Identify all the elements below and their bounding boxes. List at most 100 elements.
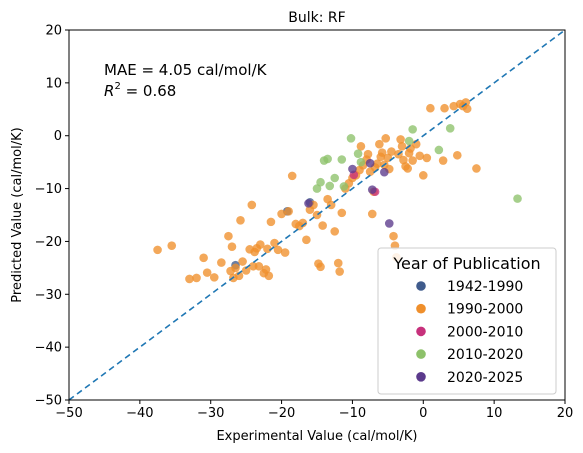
data-point-2020-2025-0 bbox=[304, 199, 313, 208]
data-point-1990-2000-16 bbox=[241, 266, 251, 275]
data-point-2020-2025-5 bbox=[384, 219, 394, 228]
data-point-2010-2020-9 bbox=[353, 149, 363, 158]
x-axis: −50 −40 −30 −20 −10 0 10 20 bbox=[55, 400, 573, 421]
data-point-1990-2000-28 bbox=[266, 217, 276, 227]
x-tick-label: −30 bbox=[197, 406, 224, 421]
data-point-2010-2020-0 bbox=[312, 184, 322, 193]
data-point-1990-2000-6 bbox=[209, 273, 219, 282]
legend-label-1990-2000: 1990-2000 bbox=[447, 302, 523, 318]
legend-label-2000-2010: 2000-2010 bbox=[447, 324, 523, 340]
data-point-1990-2000-9 bbox=[227, 242, 237, 252]
data-point-1990-2000-61 bbox=[367, 209, 377, 219]
data-point-1990-2000-87 bbox=[418, 171, 428, 180]
legend-title: Year of Publication bbox=[392, 254, 540, 273]
legend: Year of Publication 1942-1990 1990-2000 20… bbox=[377, 247, 557, 395]
data-point-1990-2000-3 bbox=[192, 273, 201, 283]
data-point-1990-2000-32 bbox=[280, 248, 290, 257]
data-point-1990-2000-93 bbox=[452, 150, 462, 160]
data-point-1990-2000-4 bbox=[199, 253, 208, 263]
data-point-1990-2000-26 bbox=[263, 244, 272, 254]
data-point-1990-2000-38 bbox=[302, 235, 311, 245]
y-tick-label: −20 bbox=[35, 235, 62, 250]
x-tick-label: 0 bbox=[419, 406, 427, 421]
data-point-2010-2020-3 bbox=[323, 154, 332, 164]
legend-label-2010-2020: 2010-2020 bbox=[447, 347, 523, 363]
data-point-1990-2000-90 bbox=[438, 156, 448, 165]
data-point-2010-2020-10 bbox=[356, 157, 366, 167]
data-point-1990-2000-89 bbox=[426, 103, 435, 113]
x-tick-label: 20 bbox=[557, 406, 574, 421]
x-tick-label: 10 bbox=[486, 406, 503, 421]
legend-marker-1990-2000 bbox=[416, 303, 426, 314]
data-point-1990-2000-91 bbox=[440, 103, 449, 113]
data-point-1990-2000-23 bbox=[256, 240, 265, 249]
legend-label-1942-1990: 1942-1990 bbox=[447, 279, 523, 295]
data-point-2020-2025-2 bbox=[365, 158, 375, 168]
data-point-2010-2020-6 bbox=[339, 182, 349, 191]
y-tick-label: −50 bbox=[35, 394, 62, 409]
data-point-2010-2020-12 bbox=[408, 125, 417, 134]
x-axis-label: Experimental Value (cal/mol/K) bbox=[216, 429, 417, 444]
data-point-1990-2000-84 bbox=[408, 156, 417, 165]
x-tick-label: −10 bbox=[339, 406, 366, 421]
data-point-1990-2000-77 bbox=[396, 135, 405, 144]
data-point-1990-2000-22 bbox=[254, 261, 264, 271]
data-point-2010-2020-8 bbox=[346, 134, 356, 143]
data-point-1990-2000-29 bbox=[270, 238, 279, 248]
data-point-2010-2020-11 bbox=[404, 136, 414, 146]
data-point-1990-2000-67 bbox=[377, 148, 387, 157]
data-point-1990-2000-31 bbox=[277, 209, 286, 219]
data-point-2010-2020-1 bbox=[316, 177, 325, 187]
x-tick-label: −40 bbox=[126, 406, 153, 421]
y-tick-label: 0 bbox=[54, 129, 62, 144]
x-tick-label: −20 bbox=[268, 406, 295, 421]
data-point-2010-2020-5 bbox=[330, 173, 340, 183]
r2-annotation: R2 = 0.68 bbox=[104, 81, 176, 100]
data-point-2020-2025-1 bbox=[348, 164, 357, 174]
data-point-1990-2000-5 bbox=[202, 268, 212, 277]
r2-value: = 0.68 bbox=[121, 82, 177, 100]
chart-title: Bulk: RF bbox=[288, 10, 345, 26]
data-point-1990-2000-37 bbox=[298, 218, 308, 228]
data-point-1990-2000-15 bbox=[238, 257, 247, 266]
data-point-1990-2000-98 bbox=[472, 164, 481, 173]
y-tick-label: 20 bbox=[45, 24, 62, 39]
legend-label-2020-2025: 2020-2025 bbox=[447, 370, 523, 386]
identity-reference-line bbox=[69, 30, 565, 400]
data-point-1990-2000-64 bbox=[372, 159, 382, 169]
y-tick-label: −30 bbox=[35, 288, 62, 303]
data-point-2020-2025-4 bbox=[380, 167, 389, 177]
data-point-1990-2000-8 bbox=[224, 231, 233, 241]
data-point-1990-2000-81 bbox=[403, 164, 412, 173]
data-point-1990-2000-30 bbox=[273, 245, 283, 255]
data-point-2010-2020-13 bbox=[434, 145, 444, 155]
data-point-1990-2000-44 bbox=[318, 221, 327, 230]
data-point-1990-2000-78 bbox=[397, 141, 407, 151]
data-point-2010-2020-14 bbox=[445, 124, 455, 133]
data-point-1990-2000-50 bbox=[337, 208, 347, 218]
legend-marker-2020-2025 bbox=[416, 372, 426, 382]
y-tick-label: −40 bbox=[35, 341, 62, 356]
data-point-1990-2000-46 bbox=[326, 200, 336, 210]
data-point-1990-2000-59 bbox=[363, 149, 373, 159]
y-axis: −50 −40 −30 −20 −10 0 10 20 bbox=[35, 24, 69, 409]
data-point-1990-2000-0 bbox=[153, 245, 162, 255]
data-point-2010-2020-15 bbox=[513, 194, 522, 203]
data-point-1990-2000-86 bbox=[415, 151, 425, 161]
y-axis-label: Predicted Value (cal/mol/K) bbox=[10, 127, 25, 302]
data-point-1990-2000-7 bbox=[217, 258, 226, 267]
data-point-1990-2000-1 bbox=[167, 241, 177, 250]
data-point-1990-2000-97 bbox=[462, 104, 472, 114]
mae-annotation: MAE = 4.05 cal/mol/K bbox=[104, 61, 268, 79]
plot-frame bbox=[68, 29, 566, 401]
data-point-1990-2000-88 bbox=[422, 153, 432, 163]
r2-symbol: R bbox=[104, 82, 114, 100]
data-point-1990-2000-2 bbox=[185, 274, 194, 284]
data-point-1990-2000-69 bbox=[381, 134, 391, 143]
data-point-1990-2000-48 bbox=[333, 258, 343, 268]
data-point-1990-2000-49 bbox=[335, 267, 344, 276]
y-tick-label: −10 bbox=[35, 182, 62, 197]
data-point-1990-2000-19 bbox=[247, 200, 257, 210]
data-point-1990-2000-72 bbox=[387, 147, 396, 156]
